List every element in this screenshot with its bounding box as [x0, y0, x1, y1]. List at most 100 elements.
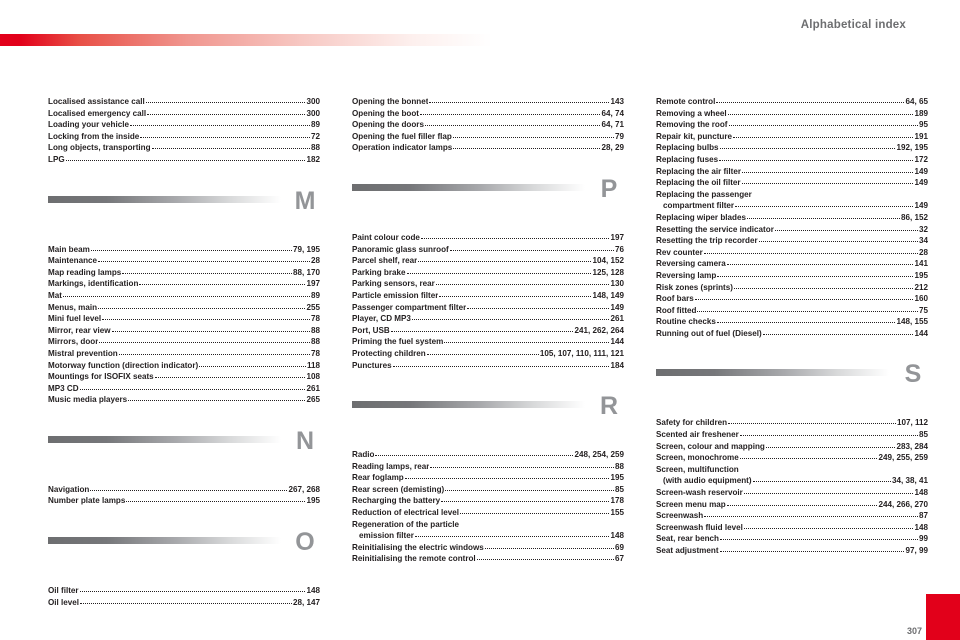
index-entry[interactable]: Reversing lamp 195: [656, 270, 928, 282]
index-entry[interactable]: Roof bars 160: [656, 293, 928, 305]
index-entry[interactable]: Replacing bulbs 192, 195: [656, 142, 928, 154]
index-entry-label: Reinitialising the remote control: [352, 554, 476, 564]
index-entry[interactable]: LPG 182: [48, 154, 320, 166]
index-entry[interactable]: Running out of fuel (Diesel) 144: [656, 328, 928, 340]
index-entry-pages: 197: [610, 232, 624, 242]
index-entry[interactable]: Oil level 28, 147: [48, 597, 320, 609]
index-entry[interactable]: Replacing the passenger: [656, 189, 928, 201]
index-entry-label: Reduction of electrical level: [352, 508, 460, 518]
index-entry[interactable]: Port, USB 241, 262, 264: [352, 325, 624, 337]
index-entry-pages: 172: [914, 154, 928, 164]
index-entry[interactable]: Mirrors, door 88: [48, 336, 320, 348]
index-entry[interactable]: Long objects, transporting 88: [48, 142, 320, 154]
index-entry[interactable]: Routine checks 148, 155: [656, 316, 928, 328]
index-entry[interactable]: emission filter 148: [352, 530, 624, 542]
index-entry[interactable]: Screen-wash reservoir 148: [656, 487, 928, 499]
index-entry[interactable]: Player, CD MP3 261: [352, 313, 624, 325]
index-entry[interactable]: Mountings for ISOFIX seats 108: [48, 371, 320, 383]
index-entry[interactable]: Navigation 267, 268: [48, 484, 320, 496]
index-entry[interactable]: Replacing the oil filter 149: [656, 177, 928, 189]
index-entry[interactable]: Screen, multifunction: [656, 464, 928, 476]
index-entry-list: Safety for children 107, 112 Scented air f…: [656, 417, 928, 556]
index-entry[interactable]: Parcel shelf, rear 104, 152: [352, 255, 624, 267]
index-entry[interactable]: Screen, monochrome 249, 255, 259: [656, 452, 928, 464]
index-entry[interactable]: Opening the fuel filler flap 79: [352, 131, 624, 143]
index-entry[interactable]: Risk zones (sprints) 212: [656, 282, 928, 294]
index-entry[interactable]: Localised emergency call 300: [48, 108, 320, 120]
index-entry[interactable]: Operation indicator lamps 28, 29: [352, 142, 624, 154]
index-entry[interactable]: Main beam 79, 195: [48, 244, 320, 256]
index-entry[interactable]: Screen, colour and mapping 283, 284: [656, 441, 928, 453]
index-entry[interactable]: Punctures 184: [352, 360, 624, 372]
index-entry[interactable]: Oil filter 148: [48, 585, 320, 597]
index-entry-pages: 88: [310, 143, 320, 153]
index-entry[interactable]: Parking sensors, rear 130: [352, 278, 624, 290]
index-entry-leader: [199, 360, 306, 368]
index-entry[interactable]: Particle emission filter 148, 149: [352, 290, 624, 302]
index-entry-leader: [418, 255, 592, 263]
index-entry[interactable]: Protecting children 105, 107, 110, 111, 1…: [352, 348, 624, 360]
index-entry[interactable]: Reading lamps, rear 88: [352, 461, 624, 473]
index-entry-pages: 85: [614, 484, 624, 494]
index-entry[interactable]: Replacing fuses 172: [656, 154, 928, 166]
index-entry[interactable]: Maintenance 28: [48, 255, 320, 267]
index-entry[interactable]: Regeneration of the particle: [352, 519, 624, 531]
index-entry[interactable]: Mat 89: [48, 290, 320, 302]
index-entry-leader: [426, 348, 539, 356]
index-entry[interactable]: Locking from the inside 72: [48, 131, 320, 143]
index-entry[interactable]: Mistral prevention 78: [48, 348, 320, 360]
index-entry[interactable]: Resetting the trip recorder 34: [656, 235, 928, 247]
index-entry[interactable]: Reinitialising the remote control 67: [352, 553, 624, 565]
index-entry-label: Removing the roof: [656, 120, 728, 130]
index-entry[interactable]: Recharging the battery 178: [352, 495, 624, 507]
index-entry[interactable]: Opening the bonnet 143: [352, 96, 624, 108]
index-entry[interactable]: Removing the roof 95: [656, 119, 928, 131]
index-entry[interactable]: Scented air freshener 85: [656, 429, 928, 441]
index-entry[interactable]: Parking brake 125, 128: [352, 267, 624, 279]
index-entry[interactable]: Remote control 64, 65: [656, 96, 928, 108]
index-entry[interactable]: Map reading lamps 88, 170: [48, 267, 320, 279]
index-entry[interactable]: Loading your vehicle 89: [48, 119, 320, 131]
index-entry[interactable]: Menus, main 255: [48, 302, 320, 314]
index-entry-label: Opening the doors: [352, 120, 424, 130]
index-entry[interactable]: Replacing the air filter 149: [656, 166, 928, 178]
index-entry[interactable]: (with audio equipment) 34, 38, 41: [656, 475, 928, 487]
index-entry[interactable]: Repair kit, puncture 191: [656, 131, 928, 143]
index-entry[interactable]: Screen menu map 244, 266, 270: [656, 499, 928, 511]
index-entry[interactable]: MP3 CD 261: [48, 383, 320, 395]
index-entry[interactable]: Reduction of electrical level 155: [352, 507, 624, 519]
index-entry-leader: [79, 585, 306, 593]
index-entry[interactable]: Rear foglamp 195: [352, 472, 624, 484]
index-entry[interactable]: Screenwash 87: [656, 510, 928, 522]
index-entry[interactable]: Resetting the service indicator 32: [656, 224, 928, 236]
index-entry[interactable]: Mirror, rear view 88: [48, 325, 320, 337]
index-entry[interactable]: Roof fitted 75: [656, 305, 928, 317]
index-entry[interactable]: Mini fuel level 78: [48, 313, 320, 325]
index-entry[interactable]: Paint colour code 197: [352, 232, 624, 244]
index-entry[interactable]: Number plate lamps 195: [48, 495, 320, 507]
index-entry[interactable]: compartment filter 149: [656, 200, 928, 212]
index-entry-leader: [743, 487, 914, 495]
index-entry[interactable]: Seat, rear bench 99: [656, 533, 928, 545]
index-entry[interactable]: Rear screen (demisting) 85: [352, 484, 624, 496]
index-entry[interactable]: Motorway function (direction indicator) 1…: [48, 360, 320, 372]
index-entry[interactable]: Panoramic glass sunroof 76: [352, 244, 624, 256]
index-entry[interactable]: Replacing wiper blades 86, 152: [656, 212, 928, 224]
index-entry[interactable]: Markings, identification 197: [48, 278, 320, 290]
index-entry[interactable]: Music media players 265: [48, 394, 320, 406]
index-entry[interactable]: Removing a wheel 189: [656, 108, 928, 120]
index-entry[interactable]: Safety for children 107, 112: [656, 417, 928, 429]
index-entry[interactable]: Rev counter 28: [656, 247, 928, 259]
index-entry[interactable]: Opening the boot 64, 74: [352, 108, 624, 120]
index-entry[interactable]: Seat adjustment 97, 99: [656, 545, 928, 557]
index-entry[interactable]: Priming the fuel system 144: [352, 336, 624, 348]
index-entry[interactable]: Reinitialising the electric windows 69: [352, 542, 624, 554]
index-entry[interactable]: Radio 248, 254, 259: [352, 449, 624, 461]
index-entry[interactable]: Reversing camera 141: [656, 258, 928, 270]
index-entry[interactable]: Opening the doors 64, 71: [352, 119, 624, 131]
index-entry[interactable]: Screenwash fluid level 148: [656, 522, 928, 534]
index-entry-pages: 191: [914, 131, 928, 141]
index-entry[interactable]: Localised assistance call 300: [48, 96, 320, 108]
index-entry[interactable]: Passenger compartment filter 149: [352, 302, 624, 314]
index-entry-pages: 89: [310, 290, 320, 300]
